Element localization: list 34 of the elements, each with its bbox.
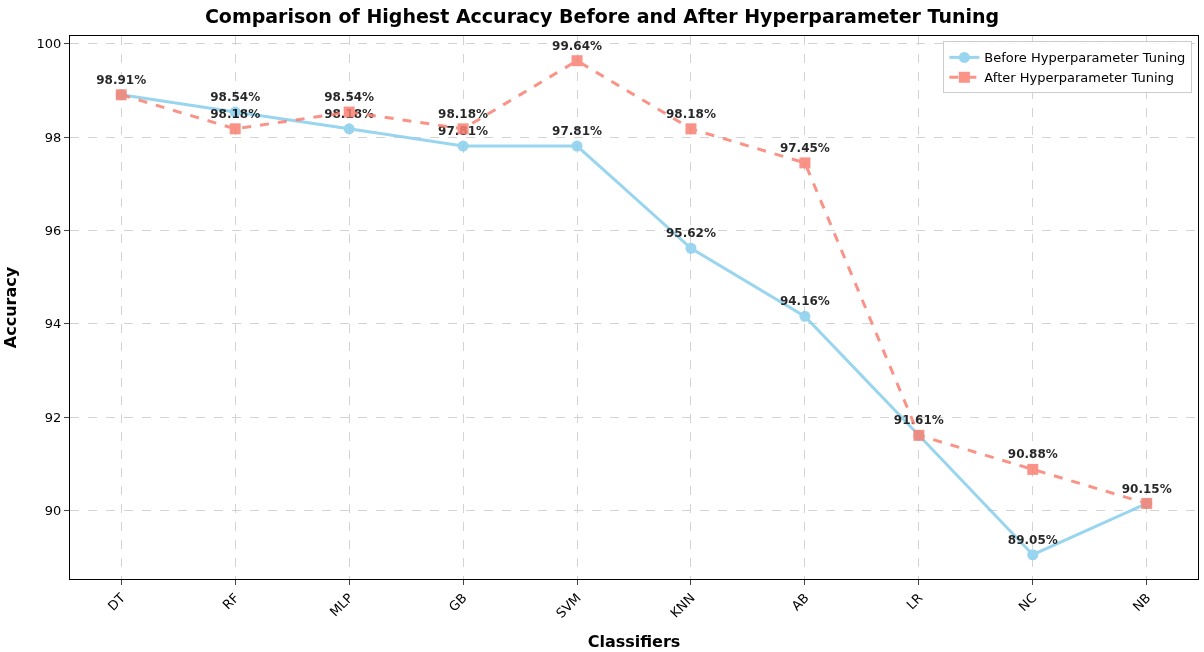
data-label: 98.18% (210, 106, 261, 121)
x-tick-label: NB (1129, 590, 1154, 615)
data-label: 98.18% (665, 106, 716, 121)
data-label: 98.18% (324, 106, 375, 121)
y-tick-label: 98 (44, 129, 62, 145)
chart-title: Comparison of Highest Accuracy Before and After Hyperparameter Tuning (204, 5, 1000, 28)
x-tick-label: AB (788, 590, 812, 614)
data-label: 94.16% (779, 294, 830, 309)
data-label: 90.15% (1121, 481, 1172, 496)
x-axis-title: Classifiers (587, 631, 681, 651)
x-tick-label: DT (104, 590, 129, 614)
data-label: 95.62% (665, 226, 716, 241)
data-label: 99.64% (552, 38, 603, 53)
data-label: 97.45% (779, 141, 830, 156)
data-label: 90.88% (1007, 447, 1058, 462)
legend-label: Before Hyperparameter Tuning (984, 50, 1186, 66)
y-tick-label: 90 (44, 502, 62, 518)
y-tick-label: 92 (44, 409, 62, 425)
y-tick-label: 94 (44, 316, 62, 332)
data-label: 98.91% (96, 72, 147, 87)
data-label: 98.54% (324, 90, 375, 105)
x-tick-label: RF (219, 590, 242, 613)
data-label: 98.54% (210, 90, 261, 105)
y-tick-label: 96 (44, 223, 62, 239)
legend-label: After Hyperparameter Tuning (984, 70, 1175, 86)
y-axis-title: Accuracy (1, 266, 21, 349)
data-label: 97.81% (438, 124, 489, 139)
data-label: 97.81% (552, 124, 603, 139)
x-tick-label: NC (1015, 590, 1040, 615)
x-tick-label: GB (445, 590, 470, 615)
data-label: 89.05% (1007, 532, 1058, 547)
data-label: 98.18% (438, 106, 489, 121)
x-tick-label: LR (903, 590, 926, 613)
y-tick-label: 100 (36, 36, 62, 52)
